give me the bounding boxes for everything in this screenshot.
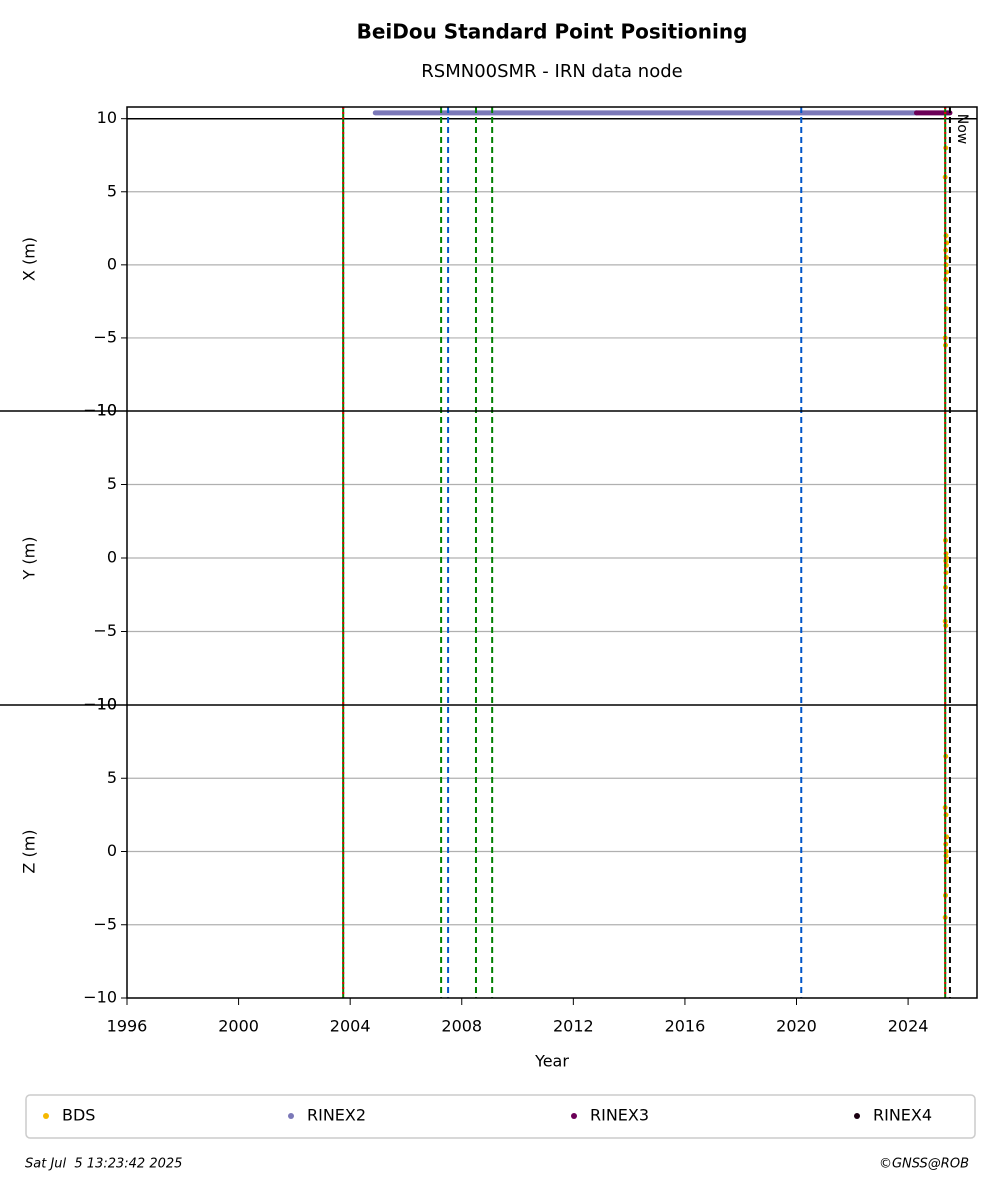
x-tick-label: 2020 [776,1017,817,1036]
y-tick-label: 10 [97,695,117,714]
y-tick-label: −10 [83,988,117,1007]
legend-marker [288,1113,294,1119]
x-tick-label: 2012 [553,1017,594,1036]
y-tick-label: −5 [93,914,117,933]
y-tick-label: 5 [107,474,117,493]
x-tick-label: 2016 [665,1017,706,1036]
y-tick-label: 10 [97,401,117,420]
legend-label: RINEX2 [307,1106,366,1125]
credit: ©GNSS@ROB [879,1157,969,1172]
legend-marker [43,1113,49,1119]
y-tick-label: 5 [107,768,117,787]
x-tick-label: 1996 [107,1017,148,1036]
legend-label: BDS [62,1106,95,1125]
y-tick-label: −5 [93,621,117,640]
legend-label: RINEX4 [873,1106,932,1125]
y-tick-label: 0 [107,841,117,860]
y-tick-label: −5 [93,327,117,346]
timestamp: Sat Jul 5 13:23:42 2025 [25,1157,182,1172]
y-tick-label: −10 [83,695,117,714]
y-tick-label: 0 [107,548,117,567]
y-tick-label: 10 [97,108,117,127]
plot-frame [126,106,978,999]
x-tick-label: 2008 [441,1017,482,1036]
event-label: Now [954,114,970,145]
legend-marker [854,1113,860,1119]
y-tick-label: 5 [107,181,117,200]
x-tick-label: 2004 [330,1017,371,1036]
y-tick-label: −10 [83,401,117,420]
x-tick-label: 2000 [218,1017,259,1036]
x-tick-label: 2024 [888,1017,929,1036]
y-axis-label: Y (m) [20,537,39,581]
y-tick-label: 0 [107,254,117,273]
x-axis-label: Year [534,1052,569,1071]
legend-marker [571,1113,577,1119]
legend-box [25,1094,976,1139]
y-axis-label: X (m) [20,237,39,281]
chart-subtitle: RSMN00SMR - IRN data node [421,61,682,82]
chart-title: BeiDou Standard Point Positioning [357,20,748,44]
y-axis-label: Z (m) [20,829,39,873]
legend-label: RINEX3 [590,1106,649,1125]
